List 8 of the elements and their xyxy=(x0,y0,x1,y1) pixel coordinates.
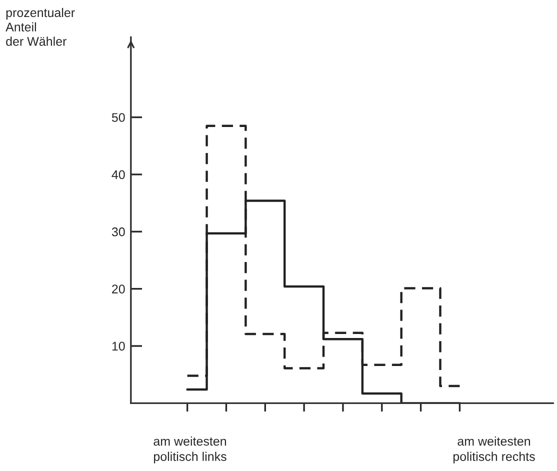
y-axis-title: prozentualer Anteil der Wähler xyxy=(6,8,75,46)
text: am weitesten politisch rechts xyxy=(453,436,535,464)
y-tick-label: 20 xyxy=(112,284,125,294)
y-tick-label: 30 xyxy=(112,227,125,236)
y-tick-label: 50 xyxy=(112,113,125,122)
text: am weitesten politisch links xyxy=(154,436,226,464)
y-tick-label: 40 xyxy=(112,170,125,180)
y-tick-label: 10 xyxy=(112,342,125,351)
